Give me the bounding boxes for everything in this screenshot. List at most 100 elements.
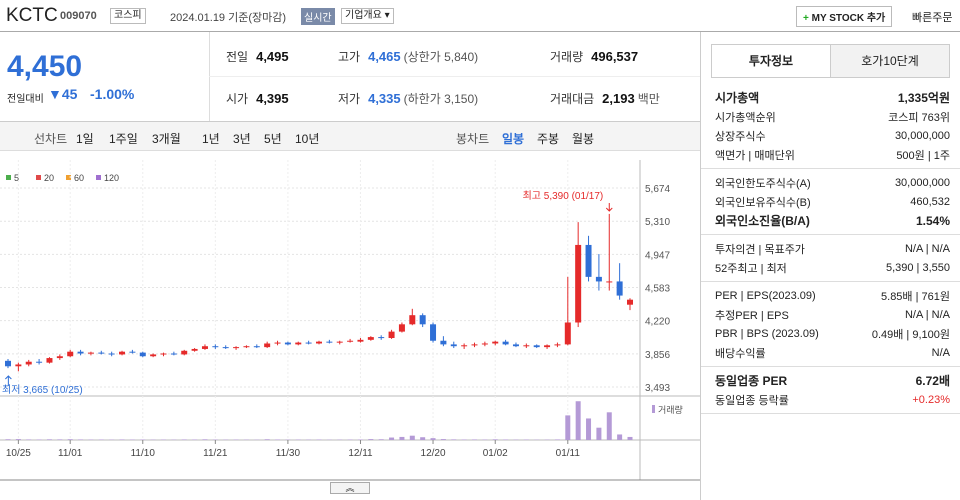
period-button[interactable]: 주봉 xyxy=(537,132,560,146)
info-value: 30,000,000 xyxy=(894,176,950,189)
candle-body xyxy=(419,315,426,325)
market-badge: 코스피 xyxy=(110,8,146,24)
low-arrow xyxy=(5,375,12,386)
y-tick-label: 4,583 xyxy=(645,284,670,295)
period-button[interactable]: 3년 xyxy=(233,132,251,146)
y-tick-label: 5,310 xyxy=(645,217,670,228)
candle-body xyxy=(295,342,302,345)
info-label: PBR | BPS (2023.09) xyxy=(715,327,819,340)
quote-note: (하한가 3,150) xyxy=(403,92,479,106)
quote-label: 거래량 xyxy=(550,50,584,64)
quote-cell: 고가 4,465 (상한가 5,840) xyxy=(338,48,478,65)
candle-body xyxy=(544,345,551,348)
candle-body xyxy=(264,343,271,348)
quote-note: (상한가 5,840) xyxy=(403,50,479,64)
candle-body xyxy=(243,346,250,348)
info-row: 시가총액 1,335억원 xyxy=(701,88,960,107)
period-button[interactable]: 월봉 xyxy=(572,132,595,146)
info-value: 30,000,000 xyxy=(894,129,950,142)
quote-cell: 저가 4,335 (하한가 3,150) xyxy=(338,90,478,107)
candle-body xyxy=(119,351,126,355)
volume-bar xyxy=(78,439,84,440)
stock-name: KCTC xyxy=(6,5,58,26)
candle-body xyxy=(181,350,188,355)
legend-label: 5 xyxy=(14,173,19,183)
period-button[interactable]: 일봉 xyxy=(502,132,525,146)
quote-label: 시가 xyxy=(226,92,249,106)
y-tick-label: 3,493 xyxy=(645,383,670,394)
volume-bar xyxy=(26,439,32,440)
quote-label: 거래대금 xyxy=(550,92,595,106)
mystock-button[interactable]: + MY STOCK 추가 xyxy=(796,6,893,27)
quote-cell: 전일 4,495 xyxy=(226,48,289,65)
info-label: 외국인소진율(B/A) xyxy=(715,214,810,228)
info-row: 투자의견 | 목표주가 N/A | N/A xyxy=(701,239,960,258)
candle-body xyxy=(170,353,177,355)
candle-body xyxy=(627,299,633,305)
period-button[interactable]: 1일 xyxy=(76,132,94,146)
date: 2024.01.19 기준(장마감) xyxy=(170,12,287,24)
period-button[interactable]: 5년 xyxy=(264,132,282,146)
period-button[interactable]: 10년 xyxy=(295,132,320,146)
candle-body xyxy=(595,276,602,282)
info-label: 52주최고 | 최저 xyxy=(715,262,787,275)
realtime-badge[interactable]: 실시간 xyxy=(301,8,335,25)
candle-body xyxy=(67,351,74,357)
info-label: 상장주식수 xyxy=(715,130,766,143)
candle-body xyxy=(129,351,136,353)
candle-body xyxy=(5,360,11,367)
tab[interactable]: 투자정보 xyxy=(711,44,831,77)
legend-swatch xyxy=(652,405,655,413)
y-tick-label: 5,674 xyxy=(645,184,670,195)
tab[interactable]: 호가10단계 xyxy=(831,44,950,77)
info-value: 5.85배 | 761원 xyxy=(881,290,950,303)
info-value: 1.54% xyxy=(915,213,950,228)
x-tick-label: 11/21 xyxy=(203,448,228,459)
volume-bar xyxy=(606,412,612,440)
info-value: 5,390 | 3,550 xyxy=(885,261,950,274)
scroll-handle[interactable]: ︽ xyxy=(330,482,370,494)
toolbar-label: 선차트 xyxy=(34,132,68,146)
candle-body xyxy=(512,344,519,347)
volume-bar xyxy=(181,439,187,440)
candle-body xyxy=(347,340,354,342)
volume-bar xyxy=(5,439,11,440)
volume-bar xyxy=(554,439,560,440)
y-tick-label: 4,220 xyxy=(645,317,670,328)
quote-cell: 거래대금 2,193 백만 xyxy=(550,90,660,107)
info-row: PER | EPS(2023.09) 5.85배 | 761원 xyxy=(701,286,960,305)
info-value: +0.23% xyxy=(912,393,950,406)
period-button[interactable]: 3개월 xyxy=(152,132,181,146)
x-tick-label: 01/02 xyxy=(483,448,508,459)
overview-button[interactable]: 기업개요 ▾ xyxy=(341,8,394,24)
info-label: 외국인보유주식수(B) xyxy=(715,196,811,209)
x-tick-label: 01/11 xyxy=(556,448,581,459)
candle-body xyxy=(201,346,208,349)
x-tick-label: 11/01 xyxy=(58,448,83,459)
candle-body xyxy=(336,341,343,343)
volume-bar xyxy=(596,427,602,440)
candle-body xyxy=(492,341,499,344)
volume-bar xyxy=(264,439,270,440)
volume-bar xyxy=(368,439,374,440)
period-button[interactable]: 1주일 xyxy=(109,132,138,146)
info-value: 500원 | 1주 xyxy=(896,149,950,162)
period-button[interactable]: 1년 xyxy=(202,132,220,146)
info-row: 추정PER | EPS N/A | N/A xyxy=(701,305,960,324)
candle-body xyxy=(367,337,374,340)
candle-body xyxy=(471,344,478,346)
volume-bar xyxy=(440,439,446,440)
candle-body xyxy=(253,346,260,348)
quote-value: 4,335 xyxy=(368,91,401,106)
candle-body xyxy=(481,343,488,345)
y-tick-label: 4,947 xyxy=(645,250,670,261)
x-tick-label: 10/25 xyxy=(6,448,31,459)
quick-order[interactable]: 빠른주문 xyxy=(912,12,953,24)
info-row: 외국인한도주식수(A) 30,000,000 xyxy=(701,173,960,192)
high-annotation: 최고 5,390 (01/17) xyxy=(523,190,604,202)
volume-bar xyxy=(492,439,498,440)
legend-swatch xyxy=(6,175,11,180)
candle-body xyxy=(56,356,63,359)
candle-body xyxy=(606,281,613,283)
tabs: 투자정보 호가10단계 xyxy=(711,44,950,78)
